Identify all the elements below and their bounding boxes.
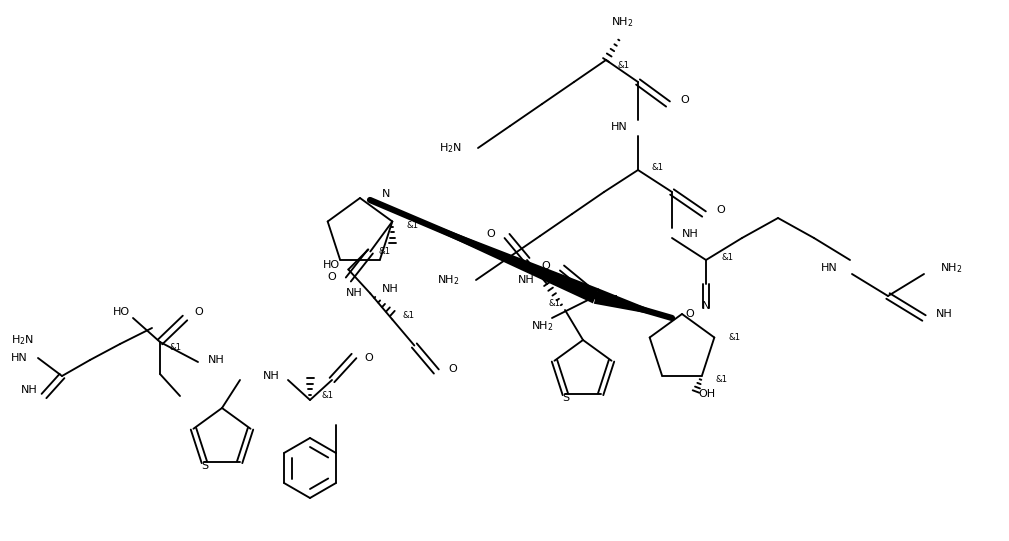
- Text: NH$_2$: NH$_2$: [610, 15, 634, 29]
- Text: OH: OH: [698, 388, 715, 399]
- Text: &1: &1: [403, 311, 415, 320]
- Text: &1: &1: [716, 375, 728, 384]
- Text: &1: &1: [608, 295, 621, 305]
- Text: &1: &1: [728, 333, 741, 342]
- Text: NH: NH: [21, 385, 38, 395]
- Text: O: O: [328, 273, 336, 282]
- Text: O: O: [448, 365, 457, 374]
- Text: &1: &1: [170, 344, 183, 353]
- Text: NH$_2$: NH$_2$: [438, 273, 460, 287]
- Text: HN: HN: [11, 353, 28, 363]
- Text: HN: HN: [611, 122, 628, 132]
- Text: O: O: [680, 95, 689, 105]
- Text: HO: HO: [323, 261, 340, 270]
- Text: &1: &1: [618, 61, 631, 69]
- Text: &1: &1: [407, 221, 419, 230]
- Text: NH: NH: [519, 275, 535, 285]
- Text: N: N: [702, 301, 710, 311]
- Text: N: N: [382, 189, 390, 199]
- Text: NH: NH: [263, 371, 281, 381]
- Text: S: S: [562, 393, 569, 403]
- Text: NH: NH: [382, 285, 400, 294]
- Text: &1: &1: [722, 254, 735, 262]
- Text: &1: &1: [549, 300, 561, 308]
- Text: &1: &1: [652, 163, 664, 173]
- Text: O: O: [486, 229, 495, 239]
- Text: &1: &1: [322, 392, 334, 400]
- Text: NH$_2$: NH$_2$: [940, 261, 963, 275]
- Text: H$_2$N: H$_2$N: [11, 333, 34, 347]
- Text: NH: NH: [208, 355, 225, 365]
- Text: HN: HN: [821, 263, 838, 273]
- Text: NH$_2$: NH$_2$: [532, 319, 554, 333]
- Text: HO: HO: [113, 307, 130, 317]
- Text: O: O: [716, 205, 724, 215]
- Text: O: O: [541, 261, 550, 271]
- Text: NH: NH: [936, 309, 952, 319]
- Text: &1: &1: [378, 247, 390, 256]
- Polygon shape: [370, 200, 599, 304]
- Text: S: S: [201, 461, 208, 471]
- Text: H$_2$N: H$_2$N: [439, 141, 462, 155]
- Polygon shape: [593, 288, 672, 318]
- Text: NH: NH: [682, 229, 699, 239]
- Text: O: O: [685, 309, 694, 319]
- Text: O: O: [194, 307, 203, 317]
- Text: O: O: [364, 353, 372, 363]
- Text: NH: NH: [346, 288, 362, 299]
